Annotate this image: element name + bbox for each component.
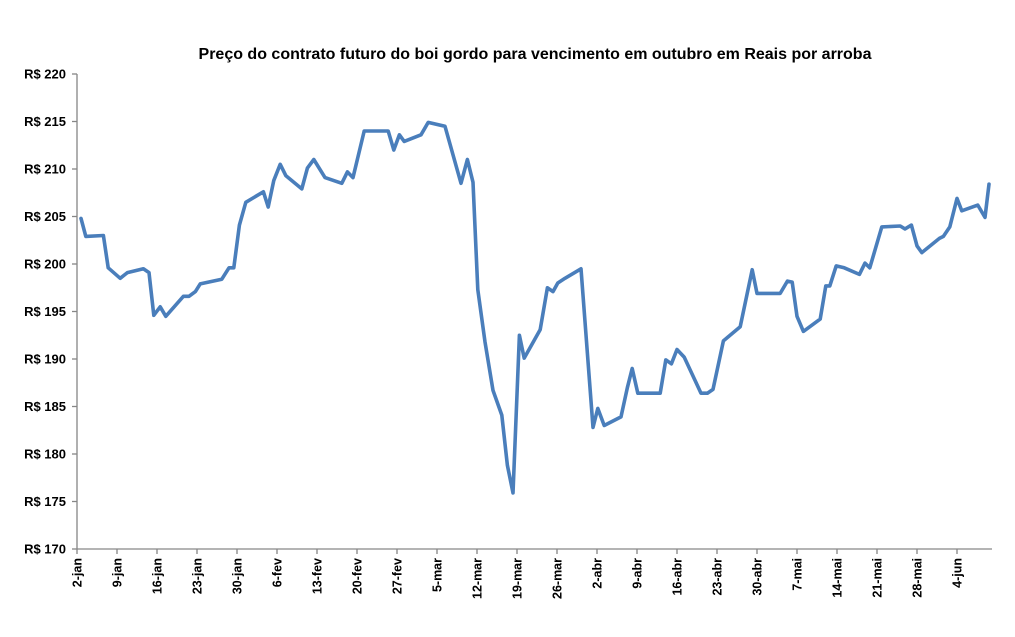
x-tick-label: 6-fev <box>271 558 285 587</box>
x-tick-label: 2-abr <box>591 558 605 589</box>
y-tick-label: R$ 190 <box>24 352 66 367</box>
x-tick-label: 12-mar <box>471 558 485 599</box>
y-tick-label: R$ 175 <box>24 494 66 509</box>
x-axis: 2-jan 9-jan 16-jan 23-jan 30-jan 6-fev 13-fev 2… <box>71 549 993 599</box>
chart-title: Preço do contrato futuro do boi gordo pa… <box>199 46 872 63</box>
series-layer <box>81 122 989 493</box>
x-tick-label: 9-abr <box>631 558 645 589</box>
y-tick-label: R$ 210 <box>24 162 66 177</box>
y-axis: R$ 170 R$ 175 R$ 180 R$ 185 R$ 190 R$ 195 R$ 2… <box>24 67 77 557</box>
x-tick-label: 30-jan <box>231 558 245 594</box>
y-tick-label: R$ 205 <box>24 209 66 224</box>
y-tick-label: R$ 170 <box>24 542 66 557</box>
x-tick-label: 20-fev <box>351 558 365 594</box>
x-tick-label: 9-jan <box>111 558 125 587</box>
x-tick-label: 4-jun <box>951 558 965 588</box>
y-tick-label: R$ 180 <box>24 447 66 462</box>
x-tick-label: 28-mai <box>911 558 925 598</box>
y-tick-label: R$ 220 <box>24 67 66 82</box>
y-tick-label: R$ 185 <box>24 399 66 414</box>
x-tick-label: 5-mar <box>431 558 445 592</box>
x-tick-label: 23-jan <box>191 558 205 594</box>
x-tick-label: 16-jan <box>151 558 165 594</box>
x-tick-label: 14-mai <box>831 558 845 598</box>
y-tick-label: R$ 215 <box>24 114 66 129</box>
y-tick-label: R$ 200 <box>24 257 66 272</box>
x-tick-label: 2-jan <box>71 558 85 587</box>
x-tick-label: 21-mai <box>871 558 885 598</box>
x-tick-label: 23-abr <box>711 558 725 596</box>
x-tick-label: 30-abr <box>751 558 765 596</box>
x-tick-label: 7-mai <box>791 558 805 591</box>
series-line <box>81 122 989 493</box>
y-tick-label: R$ 195 <box>24 304 66 319</box>
x-tick-label: 26-mar <box>551 558 565 599</box>
x-tick-label: 13-fev <box>311 558 325 594</box>
x-tick-label: 27-fev <box>391 558 405 594</box>
x-tick-label: 16-abr <box>671 558 685 596</box>
x-tick-label: 19-mar <box>511 558 525 599</box>
